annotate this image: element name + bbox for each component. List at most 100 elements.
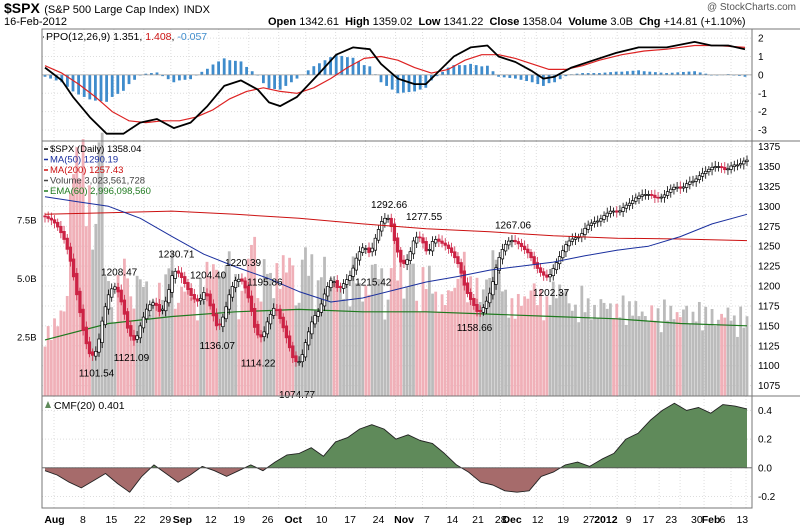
candle-body	[465, 282, 470, 294]
candle-body	[691, 180, 695, 183]
volume-bar	[167, 268, 171, 396]
candle-body	[402, 259, 406, 265]
candle-body	[611, 210, 616, 213]
volume-bar	[192, 295, 196, 396]
volume-bar	[583, 312, 587, 396]
candle-body	[583, 227, 587, 235]
candle-body	[602, 215, 606, 220]
volume-bar	[739, 306, 743, 396]
cmf-line	[44, 402, 748, 493]
candle-body	[56, 221, 60, 228]
x-axis-label: 12	[532, 514, 544, 526]
x-axis-label: Sep	[173, 514, 192, 526]
candle-body	[195, 298, 200, 302]
price-annotation: 1277.55	[406, 212, 443, 223]
volume-bar	[97, 142, 101, 396]
candle-body	[662, 194, 667, 198]
candle-body	[669, 188, 673, 193]
ppo-histogram-bar	[390, 74, 394, 90]
price-ytick-label: 1350	[758, 162, 781, 173]
volume-bar	[408, 263, 412, 396]
candle-body	[684, 183, 689, 188]
ppo-histogram-bar	[446, 67, 450, 75]
candle-body	[68, 246, 73, 262]
volume-bar	[643, 316, 647, 396]
candle-body	[681, 186, 686, 189]
volume-bar	[154, 305, 158, 396]
price-ytick-label: 1275	[758, 222, 781, 233]
volume-bar	[227, 251, 231, 396]
ppo-histogram-bar	[536, 74, 540, 85]
candle-body	[405, 259, 409, 265]
candle-body	[351, 267, 355, 277]
x-axis-label: Nov	[394, 514, 414, 526]
cmf-ytick-label: 0.4	[758, 406, 772, 417]
ppo-histogram-bar	[312, 66, 316, 75]
volume-bar	[300, 259, 304, 396]
volume-bar	[53, 318, 56, 396]
ppo-histogram-bar	[88, 74, 92, 100]
candle-body	[173, 270, 177, 279]
x-axis-label: 13	[736, 514, 748, 526]
candle-body	[522, 245, 527, 251]
candle-body	[507, 240, 511, 246]
volume-bar	[199, 277, 203, 396]
x-axis-label: 14	[447, 514, 459, 526]
x-axis-label: 17	[344, 514, 356, 526]
volume-bar	[145, 281, 149, 396]
volume-bar	[523, 296, 527, 396]
candle-body	[646, 194, 651, 196]
ppo-histogram-bar	[514, 74, 517, 79]
ppo-histogram-bar	[654, 72, 657, 75]
candle-body	[262, 331, 266, 337]
candle-body	[332, 281, 336, 283]
ppo-legend-part: -0.057	[177, 31, 207, 43]
candle-body	[284, 325, 289, 339]
price-annotation: 1195.86	[247, 277, 283, 288]
candle-body	[443, 242, 447, 246]
volume-bar	[116, 274, 120, 396]
candle-body	[326, 286, 330, 297]
candle-body	[437, 238, 441, 242]
ppo-histogram-bar	[245, 66, 248, 75]
volume-bar	[459, 269, 463, 396]
x-axis-label: 30	[691, 514, 703, 526]
candle-body	[303, 342, 308, 358]
candle-body	[272, 307, 276, 316]
price-annotation: 1204.40	[190, 271, 227, 282]
candle-body	[538, 267, 543, 273]
ppo-histogram-bar	[155, 72, 159, 75]
candle-body	[726, 168, 730, 171]
volume-bar	[707, 324, 711, 396]
ppo-legend-part: PPO(12,26,9)	[46, 31, 113, 43]
candle-body	[716, 166, 721, 168]
ppo-ytick-label: -1	[758, 89, 767, 100]
volume-bar	[129, 296, 133, 396]
volume-bar	[586, 298, 590, 396]
ppo-histogram-bar	[592, 73, 596, 75]
ppo-histogram-bar	[43, 74, 47, 77]
volume-bar	[504, 289, 507, 396]
price-ytick-label: 1250	[758, 242, 781, 253]
candle-body	[310, 321, 314, 335]
ppo-histogram-bar	[609, 72, 612, 75]
volume-bar	[65, 295, 69, 396]
volume-bar	[256, 298, 260, 396]
ppo-histogram-bar	[670, 72, 674, 75]
candle-body	[103, 306, 108, 326]
volume-bar	[354, 283, 358, 396]
volume-bar	[669, 305, 673, 396]
candle-body	[243, 280, 247, 289]
volume-bar	[123, 258, 126, 396]
volume-bar	[453, 287, 457, 396]
candle-body	[675, 186, 679, 189]
volume-bar	[231, 296, 234, 396]
candle-body	[214, 313, 219, 327]
ppo-histogram-bar	[318, 63, 321, 75]
candle-body	[424, 241, 428, 252]
candle-body	[500, 249, 505, 260]
candle-body	[745, 159, 749, 162]
open-label: Open	[268, 16, 297, 28]
cmf-ytick-label: 0.2	[758, 435, 772, 446]
ppo-legend: PPO(12,26,9) 1.351, 1.408, -0.057	[46, 31, 207, 43]
